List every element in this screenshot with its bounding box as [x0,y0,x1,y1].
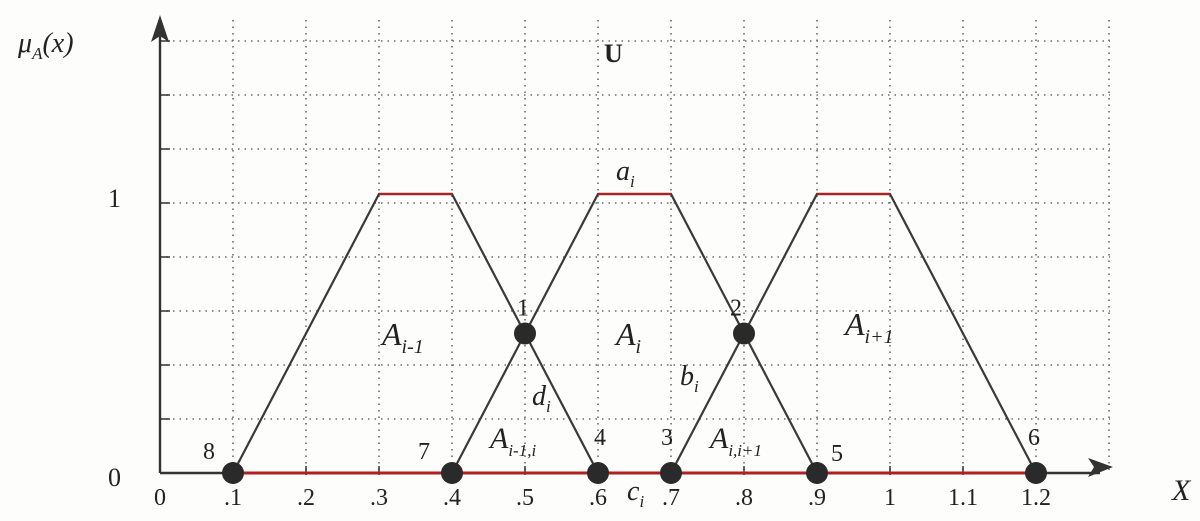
x-tick-label: .5 [516,485,534,511]
marked-point [1025,462,1047,484]
y-tick-label: 1 [108,184,121,213]
x-tick-label: .4 [443,485,461,511]
set-label-a-i-plus-1: Ai+1 [843,306,894,348]
point-number-label: 1 [517,296,529,322]
y-axis-arrow [151,15,169,42]
marked-points: 1 2 3 4 5 6 7 8 [203,296,1047,484]
label-d-i: di [532,381,551,416]
x-tick-label: 1 [884,485,896,511]
label-a-i: ai [616,156,635,191]
point-number-label: 2 [730,296,742,322]
x-tick-label: .3 [370,485,388,511]
y-axis-title: μA(x) [17,28,74,63]
label-a-i-minus-1-i: Ai-1,i [488,422,536,460]
x-tick-label: 1.2 [1021,485,1051,511]
label-a-i-i-plus-1: Ai,i+1 [708,422,762,460]
marked-point [441,462,463,484]
marked-point [587,462,609,484]
point-number-label: 8 [203,439,215,465]
x-tick-label: .1 [224,485,242,511]
point-number-label: 7 [418,439,430,465]
point-number-label: 3 [661,425,673,451]
membership-trapezoid [232,192,599,474]
x-tick-label: 1.1 [948,485,978,511]
x-tick-label: 0 [154,485,166,511]
label-b-i: bi [680,361,699,396]
marked-point [660,462,682,484]
x-tick-label: .7 [662,485,680,511]
x-axis-title: X [1171,474,1192,507]
marked-point [514,322,536,345]
point-number-label: 6 [1028,425,1040,451]
axes [151,15,1113,477]
label-c-i: ci [627,476,644,511]
x-tick-label: .6 [589,485,607,511]
x-tick-label: .9 [808,485,826,511]
marked-point [806,462,828,484]
marked-point [222,462,244,484]
point-number-label: 5 [831,441,843,467]
x-axis-arrow [1088,458,1113,477]
grid [160,20,1110,473]
set-label-a-i-minus-1: Ai-1 [380,316,424,358]
y-tick-label: 0 [108,463,121,492]
axis-ticks: 0 .1 .2 .3 .4 .5 .6 .7 .8 .9 1 1.1 1.2 [154,40,1051,511]
marked-point [733,322,755,345]
x-tick-label: .2 [297,485,315,511]
universe-label: U [604,39,623,68]
point-number-label: 4 [594,425,606,451]
x-tick-label: .8 [735,485,753,511]
set-label-a-i: Ai [614,316,641,358]
